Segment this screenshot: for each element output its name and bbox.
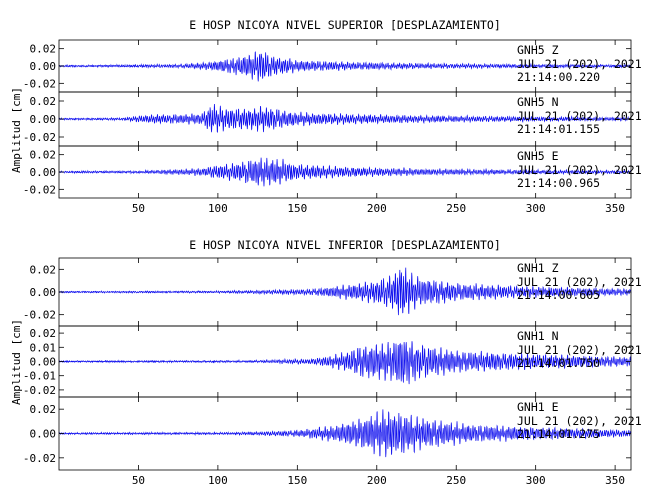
y-tick-label: 0.02	[30, 327, 57, 340]
y-tick-label: -0.02	[23, 183, 56, 196]
series-line-z	[58, 267, 632, 316]
time-label: 21:14:01.275	[517, 427, 600, 441]
y-tick-label: -0.01	[23, 370, 56, 383]
y-tick-label: -0.02	[23, 77, 56, 90]
y-tick-label: -0.02	[23, 131, 56, 144]
station-label: GNH5 E	[517, 149, 559, 163]
x-tick-label: 300	[526, 202, 546, 215]
chart-title: E HOSP NICOYA NIVEL INFERIOR [DESPLAZAMI…	[189, 238, 501, 252]
y-tick-label: 0.00	[30, 428, 57, 441]
y-axis-label: Amplitud [cm]	[10, 87, 23, 173]
time-label: 21:14:01.750	[517, 356, 600, 370]
y-tick-label: 0.02	[30, 263, 57, 276]
y-tick-label: -0.02	[23, 309, 56, 322]
x-tick-label: 300	[526, 474, 546, 487]
x-tick-label: 150	[287, 474, 307, 487]
x-tick-label: 250	[446, 202, 466, 215]
station-label: GNH1 N	[517, 329, 559, 343]
x-tick-label: 100	[208, 202, 228, 215]
series-line-e	[58, 157, 632, 187]
y-tick-label: 0.02	[30, 43, 57, 56]
date-label: JUL 21 (202), 2021	[517, 57, 642, 71]
y-tick-label: 0.02	[30, 403, 57, 416]
y-tick-label: 0.00	[30, 286, 57, 299]
x-tick-label: 350	[605, 202, 625, 215]
y-tick-label: 0.00	[30, 113, 57, 126]
x-tick-label: 250	[446, 474, 466, 487]
x-tick-label: 350	[605, 474, 625, 487]
station-label: GNH1 E	[517, 400, 559, 414]
station-label: GNH5 N	[517, 95, 559, 109]
date-label: JUL 21 (202), 2021	[517, 343, 642, 357]
series-line-z	[58, 51, 632, 82]
time-label: 21:14:00.605	[517, 288, 600, 302]
series-line-n	[58, 104, 632, 133]
time-label: 21:14:01.155	[517, 122, 600, 136]
y-tick-label: 0.00	[30, 60, 57, 73]
series-line-e	[58, 409, 632, 458]
x-tick-label: 50	[132, 474, 145, 487]
y-axis-label: Amplitud [cm]	[10, 319, 23, 405]
time-label: 21:14:00.220	[517, 70, 600, 84]
time-label: 21:14:00.965	[517, 176, 600, 190]
x-tick-label: 50	[132, 202, 145, 215]
date-label: JUL 21 (202), 2021	[517, 109, 642, 123]
y-tick-label: 0.00	[30, 166, 57, 179]
date-label: JUL 21 (202), 2021	[517, 275, 642, 289]
chart-group-superior: E HOSP NICOYA NIVEL SUPERIOR [DESPLAZAMI…	[10, 18, 642, 215]
y-tick-label: -0.02	[23, 452, 56, 465]
x-tick-label: 200	[367, 202, 387, 215]
date-label: JUL 21 (202), 2021	[517, 414, 642, 428]
date-label: JUL 21 (202), 2021	[517, 163, 642, 177]
y-tick-label: 0.01	[30, 341, 57, 354]
y-tick-label: 0.00	[30, 356, 57, 369]
y-tick-label: 0.02	[30, 95, 57, 108]
y-tick-label: -0.02	[23, 384, 56, 397]
station-label: GNH5 Z	[517, 43, 559, 57]
x-tick-label: 200	[367, 474, 387, 487]
y-tick-label: 0.02	[30, 149, 57, 162]
x-tick-label: 150	[287, 202, 307, 215]
chart-group-inferior: E HOSP NICOYA NIVEL INFERIOR [DESPLAZAMI…	[10, 238, 642, 487]
station-label: GNH1 Z	[517, 261, 559, 275]
chart-title: E HOSP NICOYA NIVEL SUPERIOR [DESPLAZAMI…	[189, 18, 501, 32]
series-line-n	[58, 341, 632, 385]
x-tick-label: 100	[208, 474, 228, 487]
